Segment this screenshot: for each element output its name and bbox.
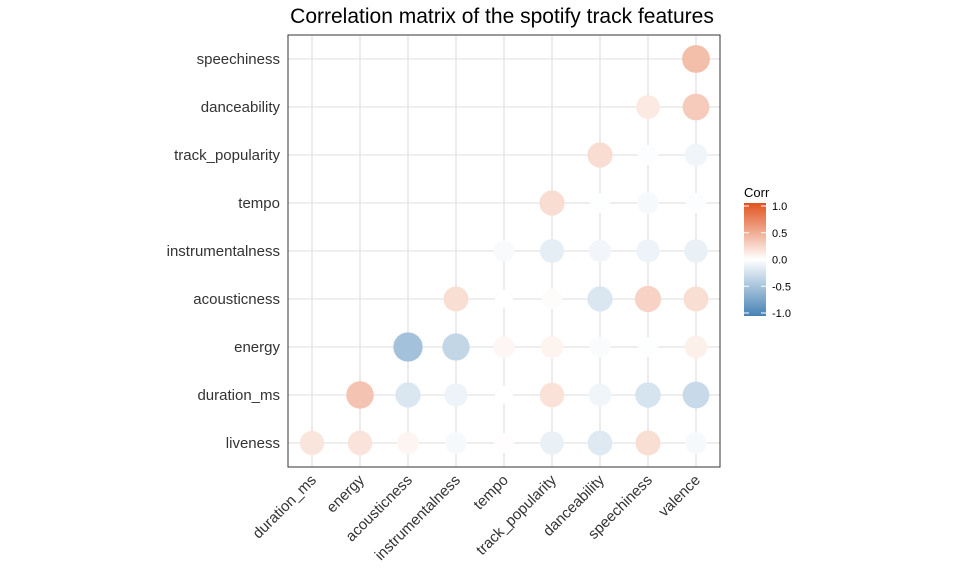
y-tick-label: duration_ms (197, 387, 280, 404)
correlation-point (684, 239, 708, 263)
correlation-point (635, 430, 661, 456)
correlation-point (442, 333, 470, 361)
correlation-point (393, 332, 423, 362)
correlation-point (493, 240, 515, 262)
plot-border (287, 34, 721, 468)
correlation-point (684, 143, 708, 167)
correlation-point (299, 430, 325, 456)
correlation-point (347, 430, 373, 456)
correlation-point (539, 190, 565, 216)
correlation-point (346, 381, 374, 409)
correlation-point (395, 382, 421, 408)
legend-tick-label: -1.0 (772, 308, 791, 320)
y-tick-label: danceability (201, 99, 281, 116)
y-tick-label: track_popularity (174, 147, 280, 164)
correlation-point (495, 290, 513, 308)
x-axis-ticks: duration_ms energyacousticnessinstrumenta… (249, 471, 703, 564)
correlation-point (587, 430, 613, 456)
y-tick-label: instrumentalness (167, 243, 280, 260)
correlation-point (588, 383, 612, 407)
legend-tick-label: -0.5 (772, 281, 791, 293)
legend-tick-label: 1.0 (772, 201, 787, 213)
correlation-point (682, 93, 710, 121)
legend: Corr 1.0 0.5 0.0 -0.5 -1.0 (744, 185, 791, 320)
correlation-point (588, 239, 612, 263)
y-tick-label: tempo (238, 195, 280, 212)
correlation-point (541, 288, 563, 310)
x-tick-label: energy (323, 471, 368, 516)
y-tick-label: speechiness (197, 51, 280, 68)
correlation-point (445, 432, 467, 454)
y-tick-label: acousticness (193, 291, 280, 308)
x-tick-label: valence (655, 472, 704, 521)
chart-title: Correlation matrix of the spotify track … (290, 5, 714, 28)
correlation-point (494, 433, 514, 453)
correlation-point (589, 336, 611, 358)
correlation-point (540, 239, 564, 263)
correlation-point (590, 193, 610, 213)
correlation-point (683, 286, 709, 312)
correlation-point (443, 286, 469, 312)
correlation-point (444, 383, 468, 407)
y-axis-ticks: liveness duration_ms energy acousticness ins… (167, 51, 281, 452)
legend-title: Corr (744, 185, 770, 200)
legend-tick-label: 0.0 (772, 255, 787, 267)
correlation-point (685, 432, 707, 454)
correlation-point (684, 335, 708, 359)
x-tick-label: instrumentalness (372, 472, 464, 564)
x-tick-label: duration_ms (249, 472, 319, 542)
correlation-point (685, 192, 707, 214)
legend-ticks: 1.0 0.5 0.0 -0.5 -1.0 (744, 201, 791, 320)
correlation-point (638, 337, 658, 357)
correlation-point (493, 336, 515, 358)
x-tick-label: tempo (470, 472, 512, 514)
correlation-point (635, 382, 661, 408)
correlation-point (682, 45, 710, 73)
correlation-points (299, 45, 710, 456)
correlation-point (397, 432, 419, 454)
correlation-point (634, 285, 662, 313)
correlation-point (540, 431, 564, 455)
correlation-point (636, 239, 660, 263)
y-tick-label: energy (234, 339, 280, 356)
correlation-point (495, 386, 513, 404)
correlation-point (637, 192, 659, 214)
correlation-point (540, 335, 564, 359)
legend-colorbar (744, 203, 766, 316)
legend-tick-label: 0.5 (772, 228, 787, 240)
correlation-point (587, 142, 613, 168)
correlation-point (637, 144, 659, 166)
correlation-point (539, 382, 565, 408)
correlation-point (682, 381, 710, 409)
y-tick-label: liveness (226, 435, 280, 452)
correlation-point (587, 286, 613, 312)
correlation-point (636, 95, 660, 119)
